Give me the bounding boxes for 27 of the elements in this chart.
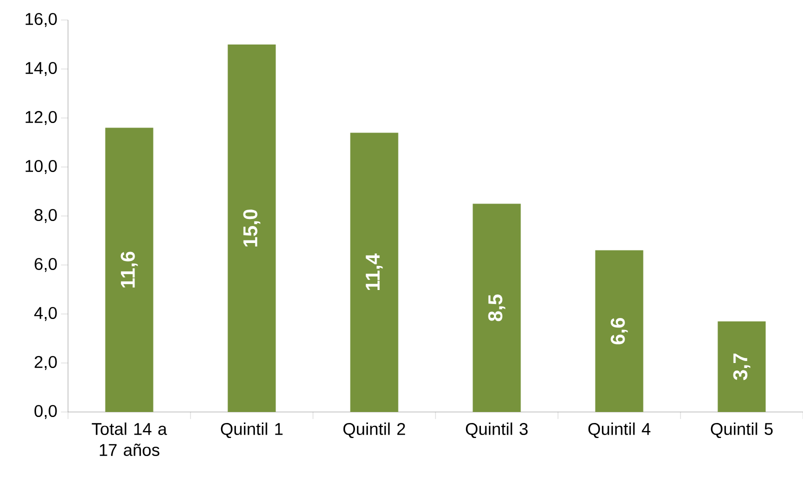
y-tick-label: 4,0 <box>34 306 57 322</box>
y-tick-label: 12,0 <box>26 110 57 126</box>
bar <box>472 204 521 412</box>
y-tick-label: 10,0 <box>26 160 57 174</box>
y-tick-label: 0,0 <box>34 404 57 420</box>
x-tick-label: Quintil 2 <box>343 422 406 438</box>
data-label: 15,0 <box>243 210 260 246</box>
x-tick-label: Quintil 3 <box>466 422 528 438</box>
bar <box>595 250 644 412</box>
y-tick-label: 6,0 <box>34 258 57 272</box>
data-label: 6,6 <box>610 318 628 344</box>
x-tick-label: Quintil 5 <box>710 422 773 438</box>
bar <box>105 128 154 412</box>
bar <box>228 44 276 412</box>
x-tick-label: Quintil 1 <box>220 422 283 438</box>
x-tick-label: Quintil 4 <box>588 422 650 438</box>
data-label: 11,6 <box>120 252 138 288</box>
x-tick-label: Total 14 a 17 años <box>92 422 168 456</box>
bar <box>718 321 766 412</box>
data-label: 3,7 <box>733 354 750 380</box>
y-tick-label: 8,0 <box>34 208 57 224</box>
bar <box>350 132 398 412</box>
data-label: 11,4 <box>366 254 383 290</box>
y-tick-label: 2,0 <box>34 356 57 370</box>
y-tick-label: 16,0 <box>26 12 57 28</box>
y-tick-label: 14,0 <box>26 62 57 76</box>
data-label: 8,5 <box>488 294 506 322</box>
